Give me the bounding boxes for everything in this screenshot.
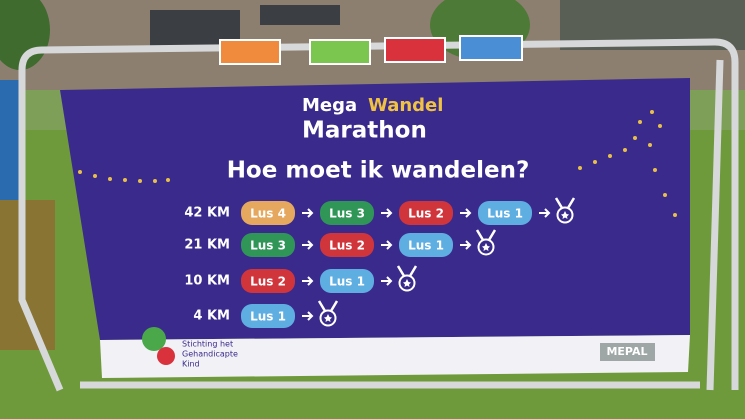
loop-pill — [478, 201, 532, 225]
medal-star — [403, 279, 411, 287]
distance: 42 KM — [184, 206, 230, 221]
arrow — [302, 208, 314, 218]
arrow — [381, 208, 393, 218]
loop-label: Lus 1 — [250, 310, 286, 324]
sponsor-line: Stichting het — [182, 340, 233, 349]
loop-label: Lus 2 — [408, 207, 444, 221]
logo — [142, 327, 166, 351]
medal-star — [324, 314, 332, 322]
loop-pill — [399, 201, 453, 225]
sponsor-line: Kind — [182, 360, 200, 369]
sponsor-line: Gehandicapte — [182, 350, 238, 359]
loop-pill — [241, 233, 295, 257]
medal — [477, 238, 495, 256]
loop-pill — [241, 201, 295, 225]
medal-star — [482, 243, 490, 251]
loop-label: Lus 1 — [487, 207, 523, 221]
medal-star — [561, 211, 569, 219]
question: Hoe moet ik wandelen? — [227, 158, 530, 184]
loop-pill — [320, 269, 374, 293]
loop-pill — [320, 201, 374, 225]
banner — [60, 78, 690, 340]
medal — [556, 206, 574, 224]
sign — [309, 39, 371, 65]
loop-pill — [320, 233, 374, 257]
loop-label: Lus 3 — [250, 239, 286, 253]
sign — [459, 35, 523, 61]
arrow — [381, 276, 393, 286]
loop-label: Lus 3 — [329, 207, 365, 221]
medal-ribbon — [475, 229, 497, 241]
frame — [18, 38, 739, 392]
loop-label: Lus 2 — [250, 275, 286, 289]
sign — [384, 37, 446, 63]
loop-label: Lus 4 — [250, 207, 286, 221]
title-wandel: Wandel — [368, 95, 443, 116]
arrow — [539, 208, 551, 218]
medal-ribbon — [317, 300, 339, 312]
loop-label: Lus 1 — [408, 239, 444, 253]
title-mega: Mega — [302, 95, 357, 116]
window — [260, 5, 340, 25]
distance: 21 KM — [184, 238, 230, 253]
logo — [157, 347, 175, 365]
loop-pill — [241, 269, 295, 293]
loop-label: Lus 1 — [329, 275, 365, 289]
distance: 10 KM — [184, 274, 230, 289]
brand: MEPAL — [606, 345, 647, 358]
arrow — [302, 276, 314, 286]
loop-label: Lus 2 — [329, 239, 365, 253]
arrow — [302, 240, 314, 250]
arrow — [302, 311, 314, 321]
loop-pill — [241, 304, 295, 328]
dotted-line — [78, 110, 677, 217]
sign — [219, 39, 281, 65]
banner-footer — [100, 335, 690, 378]
arrow — [460, 240, 472, 250]
brand-box — [600, 343, 655, 361]
medal-ribbon — [554, 197, 576, 209]
medal-ribbon — [396, 265, 418, 277]
medal — [319, 309, 337, 327]
bin — [0, 200, 55, 350]
loop-pill — [399, 233, 453, 257]
title-marathon: Marathon — [302, 118, 427, 144]
arrow — [460, 208, 472, 218]
medal — [398, 274, 416, 292]
arrow — [381, 240, 393, 250]
distance: 4 KM — [193, 309, 230, 324]
